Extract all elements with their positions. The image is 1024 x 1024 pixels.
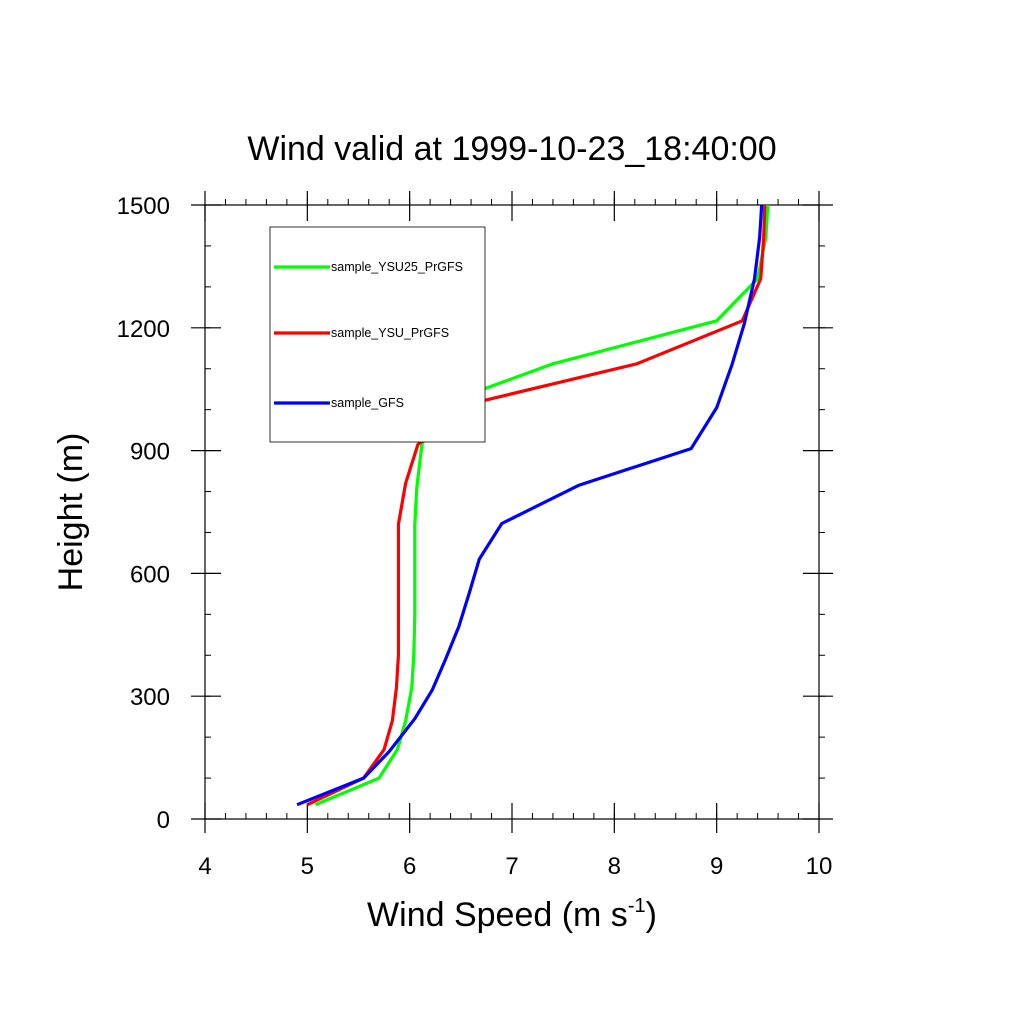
legend: sample_YSU25_PrGFS sample_YSU_PrGFSsample… [269,226,486,443]
y-tick-label: 300 [130,684,170,711]
y-tick-label: 600 [130,561,170,588]
x-axis-label-text: Wind Speed (m s [367,896,628,934]
major-ticks [191,191,833,833]
x-tick-label: 9 [710,853,723,880]
x-tick-label: 8 [608,853,621,880]
legend-label-1: sample_YSU_PrGFS [331,326,449,340]
x-axis-label-superscript: -1 [628,895,646,917]
legend-label-2: sample_GFS [331,396,404,410]
y-tick-label: 900 [130,439,170,466]
y-tick-label: 0 [157,807,170,834]
series-line-0 [314,204,770,807]
x-axis-label-suffix: ) [646,896,657,934]
x-tick-label: 10 [806,853,833,880]
chart-title: Wind valid at 1999-10-23_18:40:00 [247,130,776,168]
y-tick-label: 1200 [117,316,170,343]
series-line-2 [296,204,764,807]
y-tick-labels: 0 300 600 900 1200 1500 [117,193,170,834]
x-tick-label: 4 [198,853,211,880]
x-tick-label: 6 [403,853,416,880]
legend-label-0: sample_YSU25_PrGFS [331,260,463,274]
x-axis-label: Wind Speed (m s-1) [367,895,657,934]
series-lines [296,204,770,807]
x-tick-labels: 4 5 6 7 8 9 10 [198,853,832,880]
y-axis-label: Height (m) [52,433,90,592]
x-tick-label: 5 [301,853,314,880]
y-tick-label: 1500 [117,193,170,220]
x-tick-label: 7 [505,853,518,880]
